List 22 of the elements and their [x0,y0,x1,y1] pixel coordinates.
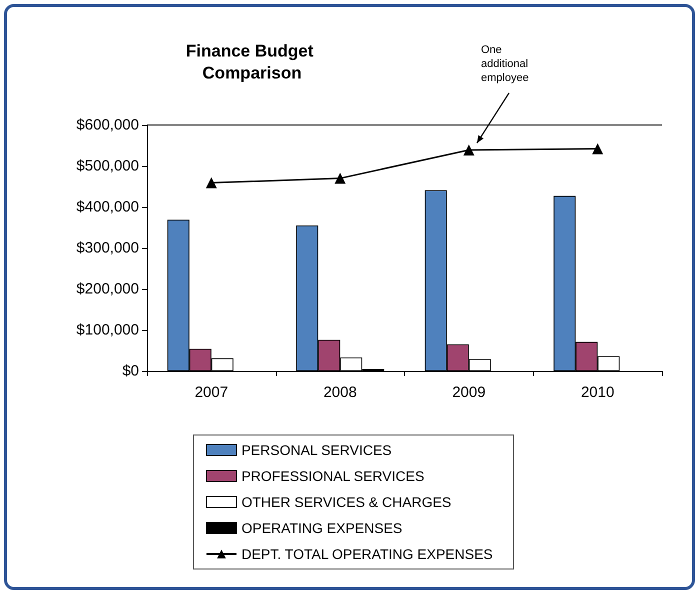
x-tick-label: 2009 [452,384,486,401]
y-tick-label: $200,000 [76,280,139,298]
y-tick-label: $500,000 [76,158,139,174]
point [206,177,217,188]
legend-label: OPERATING EXPENSES [241,520,402,536]
y-tick-label: $100,000 [76,322,139,338]
legend-label: PROFESSIONAL SERVICES [241,468,424,484]
point [334,172,346,184]
chart-title: Finance Budget Comparison [186,42,318,82]
legend-label: DEPT. TOTAL OPERATING EXPENSES [241,546,493,562]
y-tick-label: $300,000 [76,240,139,256]
x-tick-label: 2008 [323,384,357,401]
y-tick-label: $0 [122,362,139,380]
y-tick-label: $600,000 [76,116,139,134]
x-tick-label: 2010 [580,384,614,401]
y-tick-label: $400,000 [76,198,139,216]
x-tick-label: 2007 [194,384,228,401]
legend-label: OTHER SERVICES & CHARGES [241,494,452,510]
text: One additional employee [481,44,532,84]
point [463,144,474,156]
legend-label: PERSONAL SERVICES [241,442,392,458]
point [592,143,604,154]
